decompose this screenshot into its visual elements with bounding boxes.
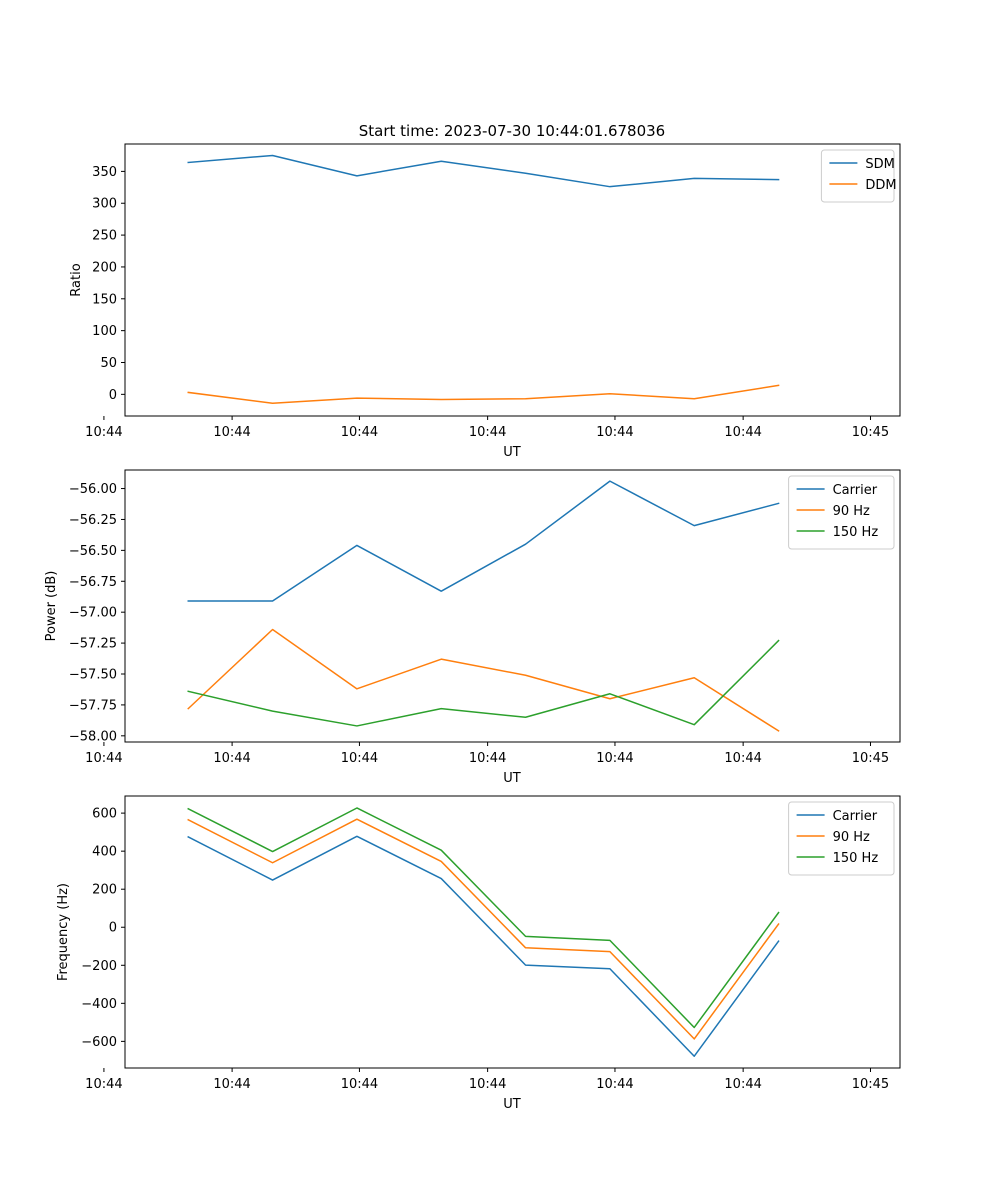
y-tick-label: −57.50 (69, 668, 117, 683)
y-axis-label: Ratio (69, 263, 84, 296)
y-axis-label: Frequency (Hz) (56, 883, 71, 981)
legend-label: SDM (865, 157, 894, 172)
y-tick-label: −56.25 (69, 513, 117, 528)
y-tick-label: 400 (92, 845, 117, 860)
axes-frame (124, 469, 901, 743)
series-line-sdm (187, 154, 780, 188)
series-line-carrier (187, 480, 780, 602)
x-tick-label: 10:44 (596, 425, 633, 440)
x-tick-label: 10:44 (213, 425, 250, 440)
y-tick-label: −56.00 (69, 482, 117, 497)
y-tick-label: 250 (92, 229, 117, 244)
x-tick-label: 10:45 (852, 425, 889, 440)
x-tick-label: 10:44 (469, 1077, 506, 1092)
series-line-150-hz (187, 807, 780, 1029)
chart-panel-3: −600 −400 −200 0 200 400 600 10:44 10:44 10:44 10:… (56, 795, 901, 1112)
x-tick-label: 10:45 (852, 751, 889, 766)
y-tick-label: 300 (92, 197, 117, 212)
y-tick-label: 600 (92, 807, 117, 822)
y-tick-label: −57.00 (69, 606, 117, 621)
x-axis-label: UT (503, 771, 521, 786)
y-tick-label: 200 (92, 883, 117, 898)
y-tick-label: −600 (81, 1035, 117, 1050)
legend: SDM DDM (820, 149, 897, 203)
legend-label: Carrier (833, 483, 878, 498)
y-tick-label: −57.25 (69, 637, 117, 652)
y-tick-label: 350 (92, 165, 117, 180)
x-tick-label: 10:44 (213, 1077, 250, 1092)
y-tick-label: −56.75 (69, 575, 117, 590)
x-tick-label: 10:44 (85, 1077, 122, 1092)
x-tick-label: 10:45 (852, 1077, 889, 1092)
y-tick-label: 50 (100, 356, 117, 371)
x-tick-label: 10:44 (724, 751, 761, 766)
y-axis-label: Power (dB) (44, 571, 59, 642)
y-tick-label: 0 (109, 921, 117, 936)
chart-panel-1: 0 50 100 150 200 250 300 350 10:44 10:44 10:44 10:4… (69, 143, 901, 460)
y-tick-label: 150 (92, 292, 117, 307)
series-line-90-hz (187, 818, 780, 1040)
series-line-90-hz (187, 628, 780, 732)
x-axis-label: UT (503, 1097, 521, 1112)
x-tick-label: 10:44 (469, 751, 506, 766)
legend-label: 90 Hz (833, 504, 870, 519)
y-tick-label: −58.00 (69, 729, 117, 744)
series-line-150-hz (187, 639, 780, 727)
legend-label: 150 Hz (833, 851, 879, 866)
x-tick-label: 10:44 (596, 1077, 633, 1092)
y-tick-label: −200 (81, 959, 117, 974)
legend: Carrier 90 Hz 150 Hz (788, 801, 895, 876)
legend-label: 90 Hz (833, 830, 870, 845)
y-tick-label: 200 (92, 260, 117, 275)
chart-panel-2: −58.00 −57.75 −57.50 −57.25 −57.00 −56.75 −56.… (44, 469, 901, 786)
series-line-ddm (187, 384, 780, 405)
y-tick-label: 0 (109, 388, 117, 403)
legend-label: DDM (865, 178, 896, 193)
x-tick-label: 10:44 (724, 1077, 761, 1092)
x-tick-label: 10:44 (724, 425, 761, 440)
series-line-carrier (187, 835, 780, 1057)
figure-title: Start time: 2023-07-30 10:44:01.678036 (359, 122, 665, 140)
legend-label: 150 Hz (833, 525, 879, 540)
x-tick-label: 10:44 (341, 1077, 378, 1092)
x-tick-label: 10:44 (596, 751, 633, 766)
x-tick-label: 10:44 (213, 751, 250, 766)
y-tick-label: −56.50 (69, 544, 117, 559)
x-axis-label: UT (503, 445, 521, 460)
legend-label: Carrier (833, 809, 878, 824)
legend: Carrier 90 Hz 150 Hz (788, 475, 895, 550)
y-tick-label: 100 (92, 324, 117, 339)
y-tick-label: −57.75 (69, 698, 117, 713)
x-tick-label: 10:44 (85, 425, 122, 440)
x-tick-label: 10:44 (85, 751, 122, 766)
y-tick-label: −400 (81, 997, 117, 1012)
x-tick-label: 10:44 (469, 425, 506, 440)
axes-frame (124, 795, 901, 1069)
x-tick-label: 10:44 (341, 425, 378, 440)
x-tick-label: 10:44 (341, 751, 378, 766)
axes-frame (124, 143, 901, 417)
